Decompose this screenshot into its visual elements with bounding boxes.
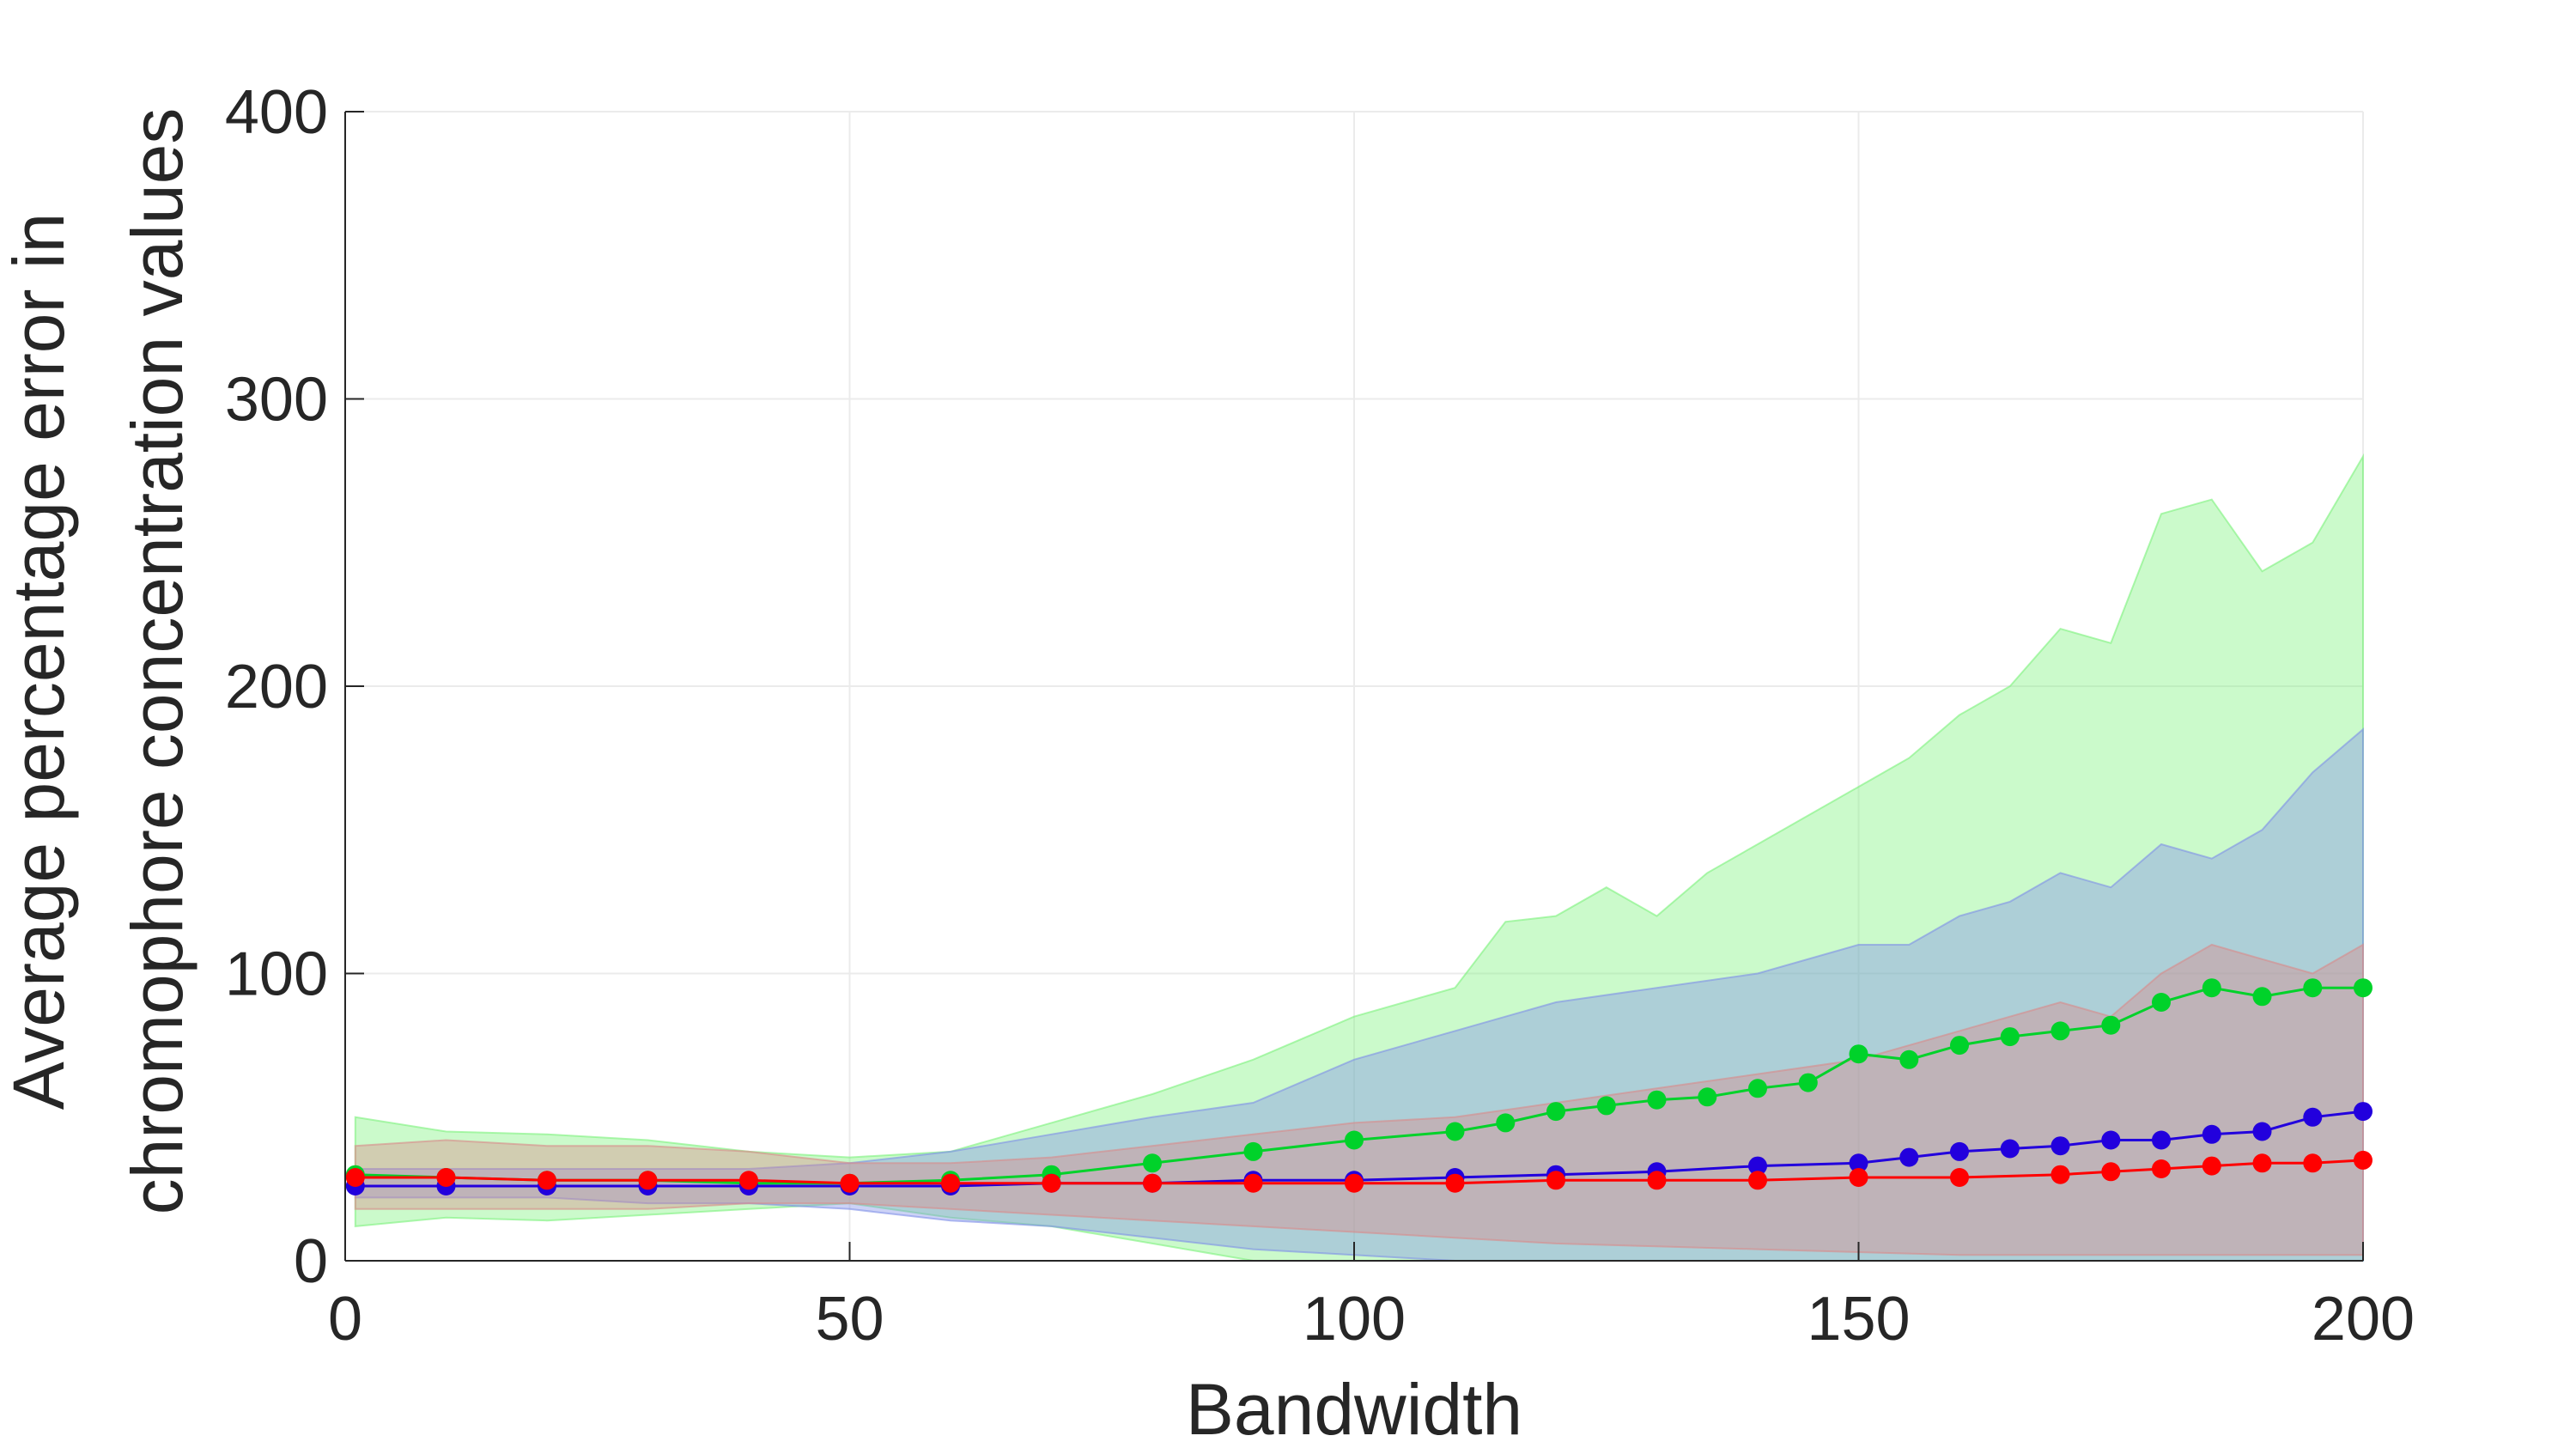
- series-2-point-3: [638, 1171, 658, 1190]
- series-2-point-17: [2050, 1165, 2070, 1184]
- series-2-point-11: [1445, 1173, 1465, 1193]
- series-2-point-15: [1849, 1168, 1868, 1187]
- x-tick-label-1: 50: [815, 1285, 884, 1354]
- series-0-point-20: [1899, 1049, 1919, 1069]
- series-2-point-5: [840, 1173, 860, 1193]
- series-2-point-23: [2354, 1150, 2372, 1170]
- series-0-point-29: [2354, 978, 2372, 998]
- series-0-point-27: [2252, 987, 2272, 1007]
- series-2-point-10: [1345, 1173, 1364, 1193]
- y-tick-label-0: 0: [294, 1227, 328, 1296]
- y-tick-label-1: 100: [225, 940, 328, 1009]
- series-0-point-19: [1849, 1044, 1868, 1064]
- series-2-point-8: [1143, 1173, 1162, 1193]
- series-2-point-6: [941, 1173, 960, 1193]
- series-2-point-13: [1647, 1171, 1667, 1190]
- tick-labels: 0 50 100 150 200 0 100 200 300 400: [225, 78, 2415, 1354]
- series-0-point-25: [2152, 993, 2171, 1012]
- x-tick-label-4: 200: [2312, 1285, 2415, 1354]
- series-2-point-19: [2152, 1159, 2171, 1178]
- series-1-point-20: [2101, 1130, 2121, 1150]
- series-2-point-4: [739, 1171, 758, 1190]
- series-0-point-23: [2050, 1021, 2070, 1041]
- series-0-point-14: [1596, 1096, 1616, 1116]
- series-1-point-15: [1849, 1153, 1868, 1173]
- series-0-point-28: [2303, 978, 2323, 998]
- y-tick-label-4: 400: [225, 78, 328, 147]
- series-0-point-21: [1950, 1036, 1969, 1056]
- series-0-point-16: [1698, 1087, 1717, 1107]
- series-1-point-21: [2152, 1130, 2171, 1150]
- series-2-point-16: [1950, 1168, 1969, 1187]
- series-2-point-9: [1243, 1173, 1263, 1193]
- series-2-point-18: [2101, 1162, 2121, 1182]
- series-0-point-15: [1647, 1090, 1667, 1110]
- series-1-point-18: [2000, 1139, 2020, 1159]
- series-0-point-12: [1496, 1113, 1516, 1133]
- series-2-point-1: [436, 1168, 456, 1187]
- series-1-point-16: [1899, 1147, 1919, 1167]
- series-0-point-22: [2000, 1027, 2020, 1047]
- series-0-point-26: [2202, 978, 2221, 998]
- series-2-point-21: [2252, 1153, 2272, 1173]
- series-2-point-12: [1546, 1171, 1565, 1190]
- series-1-point-23: [2252, 1122, 2272, 1141]
- series-1-point-22: [2202, 1124, 2221, 1144]
- x-axis-title: Bandwidth: [1186, 1369, 1522, 1450]
- x-tick-label-3: 150: [1807, 1285, 1910, 1354]
- series-0-point-17: [1748, 1079, 1767, 1098]
- series-2-point-2: [538, 1171, 556, 1190]
- series-2-point-22: [2303, 1153, 2323, 1173]
- y-tick-label-2: 200: [225, 653, 328, 721]
- series-1-point-24: [2303, 1107, 2323, 1127]
- series-1-point-25: [2354, 1102, 2372, 1122]
- series-0-point-10: [1345, 1130, 1364, 1150]
- series-1-point-19: [2050, 1136, 2070, 1156]
- series-0-point-11: [1445, 1122, 1465, 1141]
- series-2-point-14: [1748, 1171, 1767, 1190]
- series-2-point-0: [345, 1168, 365, 1187]
- series-points: [345, 978, 2372, 1195]
- series-2-point-20: [2202, 1156, 2221, 1176]
- series-0-point-24: [2101, 1015, 2121, 1035]
- series-0-point-18: [1798, 1073, 1818, 1092]
- series-0-point-13: [1546, 1102, 1565, 1122]
- y-axis-title-line-1: Average percentage error in: [0, 213, 79, 1110]
- y-tick-label-3: 300: [225, 366, 328, 435]
- series-0-point-8: [1143, 1153, 1162, 1173]
- series-1-point-14: [1748, 1156, 1767, 1176]
- y-axis-title-line-2: chromophore concentration values: [117, 108, 197, 1215]
- axes: [344, 111, 2364, 1262]
- x-tick-label-2: 100: [1303, 1285, 1406, 1354]
- series-2-point-7: [1042, 1173, 1061, 1193]
- series-1-point-17: [1950, 1141, 1969, 1161]
- series-0-point-9: [1243, 1141, 1263, 1161]
- x-tick-label-0: 0: [328, 1285, 362, 1354]
